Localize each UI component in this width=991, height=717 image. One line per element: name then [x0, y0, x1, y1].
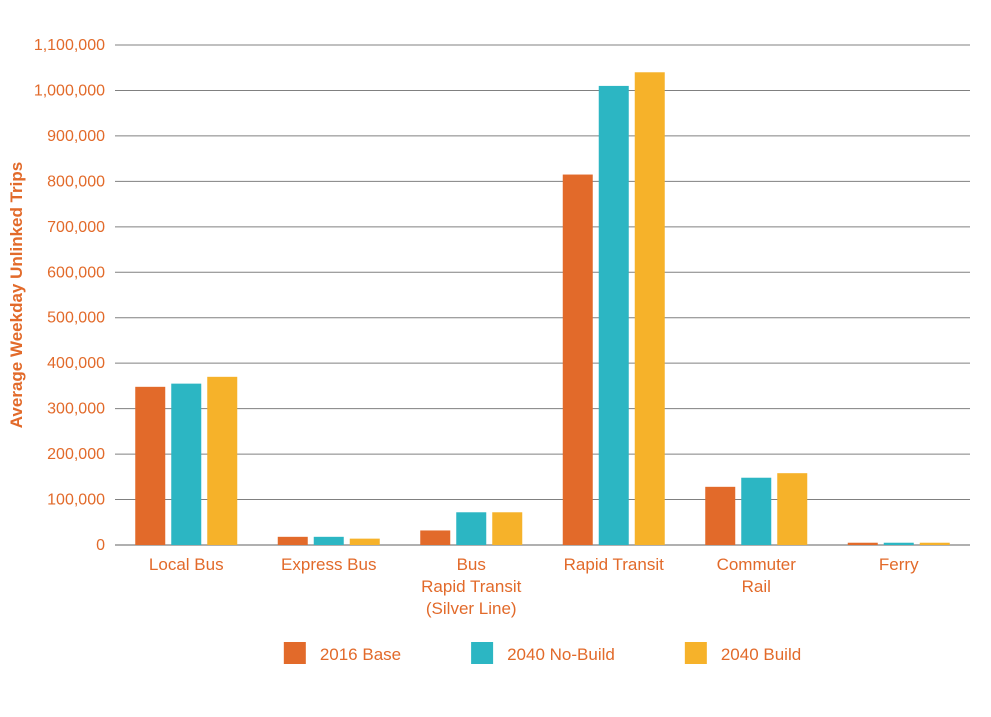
- legend-label-build-2040: 2040 Build: [721, 645, 801, 664]
- y-tick-label: 800,000: [47, 173, 105, 190]
- bar-rapid-transit-build-2040: [635, 72, 665, 545]
- category-label-commuter-rail: Rail: [742, 577, 771, 596]
- bar-local-bus-nobuild-2040: [171, 384, 201, 545]
- y-tick-label: 1,100,000: [34, 37, 105, 54]
- y-tick-label: 600,000: [47, 264, 105, 281]
- bar-ferry-build-2040: [920, 543, 950, 545]
- category-label-local-bus: Local Bus: [149, 555, 224, 574]
- legend-label-base-2016: 2016 Base: [320, 645, 401, 664]
- bar-commuter-rail-nobuild-2040: [741, 478, 771, 545]
- bar-ferry-nobuild-2040: [884, 543, 914, 545]
- category-label-brt: Rapid Transit: [421, 577, 521, 596]
- y-tick-label: 500,000: [47, 310, 105, 327]
- bar-express-bus-base-2016: [278, 537, 308, 545]
- category-label-ferry: Ferry: [879, 555, 919, 574]
- y-tick-label: 1,000,000: [34, 82, 105, 99]
- y-tick-label: 700,000: [47, 219, 105, 236]
- legend-swatch-build-2040: [685, 642, 707, 664]
- y-axis-title: Average Weekday Unlinked Trips: [7, 162, 26, 428]
- category-label-express-bus: Express Bus: [281, 555, 376, 574]
- bar-brt-base-2016: [420, 530, 450, 545]
- bar-local-bus-base-2016: [135, 387, 165, 545]
- y-tick-label: 900,000: [47, 128, 105, 145]
- bar-commuter-rail-build-2040: [777, 473, 807, 545]
- legend-label-nobuild-2040: 2040 No-Build: [507, 645, 615, 664]
- y-tick-label: 100,000: [47, 492, 105, 509]
- category-label-rapid-transit: Rapid Transit: [564, 555, 664, 574]
- bar-express-bus-nobuild-2040: [314, 537, 344, 545]
- bar-local-bus-build-2040: [207, 377, 237, 545]
- bar-express-bus-build-2040: [350, 539, 380, 545]
- bar-rapid-transit-nobuild-2040: [599, 86, 629, 545]
- legend-swatch-base-2016: [284, 642, 306, 664]
- bar-commuter-rail-base-2016: [705, 487, 735, 545]
- y-tick-label: 0: [96, 537, 105, 554]
- bar-brt-build-2040: [492, 512, 522, 545]
- chart-container: 0 100,000 200,000 300,000 400,000 500,000 600,…: [0, 0, 991, 717]
- category-label-commuter-rail: Commuter: [717, 555, 797, 574]
- chart-svg: 0 100,000 200,000 300,000 400,000 500,000 600,…: [0, 0, 991, 717]
- bar-brt-nobuild-2040: [456, 512, 486, 545]
- category-label-brt: (Silver Line): [426, 599, 517, 618]
- bar-ferry-base-2016: [848, 543, 878, 545]
- bar-rapid-transit-base-2016: [563, 175, 593, 545]
- y-tick-label: 300,000: [47, 401, 105, 418]
- category-label-brt: Bus: [457, 555, 486, 574]
- legend-swatch-nobuild-2040: [471, 642, 493, 664]
- y-tick-label: 400,000: [47, 355, 105, 372]
- y-tick-label: 200,000: [47, 446, 105, 463]
